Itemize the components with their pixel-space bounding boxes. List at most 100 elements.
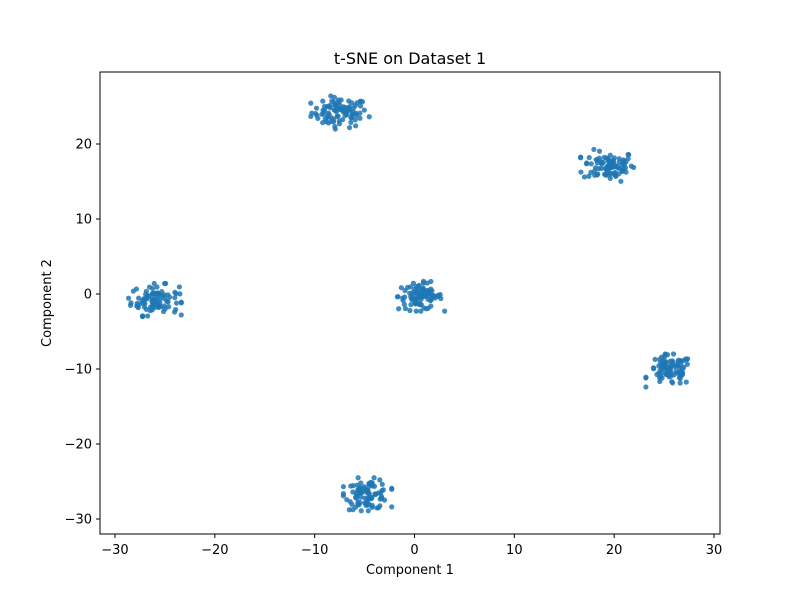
scatter-points — [125, 93, 691, 514]
scatter-point — [396, 306, 402, 312]
scatter-point — [428, 303, 434, 309]
scatter-point — [419, 286, 425, 292]
scatter-point — [154, 284, 160, 290]
scatter-point — [164, 298, 170, 304]
scatter-point — [625, 151, 631, 158]
scatter-point — [365, 508, 371, 514]
y-tick-label: 10 — [75, 213, 92, 228]
scatter-point — [586, 154, 592, 161]
scatter-point — [660, 358, 666, 364]
scatter-point — [400, 297, 406, 303]
scatter-point — [352, 117, 358, 123]
scatter-point — [420, 280, 427, 286]
scatter-point — [596, 155, 602, 161]
scatter-point — [588, 169, 594, 175]
scatter-point — [594, 160, 600, 166]
scatter-point — [413, 301, 419, 307]
scatter-point — [353, 123, 359, 129]
scatter-point — [427, 298, 434, 304]
scatter-point — [356, 501, 362, 508]
scatter-point — [340, 491, 347, 497]
scatter-point — [155, 300, 161, 306]
scatter-point — [348, 119, 354, 126]
scatter-point — [330, 119, 337, 125]
scatter-point — [346, 125, 353, 131]
scatter-point — [139, 298, 145, 304]
scatter-point — [371, 475, 377, 481]
scatter-point — [143, 288, 149, 294]
scatter-point — [389, 485, 395, 491]
scatter-point — [402, 287, 408, 294]
plot-frame — [99, 71, 721, 535]
scatter-point — [165, 292, 171, 298]
scatter-point — [354, 482, 360, 488]
scatter-point — [150, 285, 156, 292]
scatter-point — [423, 306, 429, 312]
scatter-point — [128, 300, 134, 306]
scatter-point — [371, 483, 378, 489]
scatter-point — [650, 365, 657, 371]
scatter-point — [361, 107, 367, 113]
scatter-point — [675, 357, 682, 363]
scatter-point — [161, 292, 167, 298]
scatter-point — [133, 286, 140, 292]
y-axis-ticks: −30 −20 −10 0 10 20 — [65, 138, 100, 528]
scatter-point — [145, 313, 151, 319]
x-axis-ticks: −30 −20 −10 0 10 20 30 — [101, 534, 722, 558]
scatter-point — [350, 489, 356, 495]
scatter-point — [178, 299, 184, 305]
x-tick-label: 10 — [506, 543, 523, 558]
scatter-point — [377, 496, 383, 502]
scatter-point — [669, 358, 675, 364]
scatter-point — [416, 301, 423, 307]
scatter-point — [163, 280, 169, 287]
scatter-point — [662, 352, 668, 358]
scatter-point — [134, 300, 140, 307]
scatter-point — [154, 295, 160, 301]
scatter-point — [352, 494, 359, 501]
scatter-point — [407, 307, 413, 314]
scatter-point — [613, 173, 619, 179]
scatter-point — [358, 494, 364, 500]
scatter-point — [418, 308, 424, 314]
scatter-point — [380, 487, 386, 493]
scatter-point — [684, 361, 690, 367]
y-tick-label: 0 — [84, 288, 92, 303]
x-tick-label: −30 — [101, 543, 128, 558]
scatter-point — [141, 304, 148, 310]
scatter-point — [176, 284, 182, 290]
scatter-point — [350, 483, 356, 489]
scatter-point — [328, 93, 334, 99]
scatter-point — [581, 174, 588, 180]
chart-title: t-SNE on Dataset 1 — [334, 49, 486, 68]
scatter-point — [677, 380, 683, 386]
scatter-point — [340, 484, 347, 490]
scatter-point — [628, 163, 634, 169]
scatter-point — [677, 375, 683, 382]
scatter-point — [336, 121, 343, 127]
scatter-point — [331, 107, 337, 113]
scatter-point — [398, 285, 404, 291]
scatter-point — [136, 295, 142, 301]
scatter-point — [588, 161, 594, 167]
y-tick-label: −10 — [65, 363, 92, 378]
x-tick-label: 0 — [410, 543, 418, 558]
scatter-point — [373, 491, 379, 497]
scatter-point — [584, 160, 590, 166]
scatter-point — [156, 304, 162, 310]
scatter-point — [669, 380, 676, 386]
y-tick-label: −30 — [65, 513, 92, 528]
scatter-point — [679, 369, 686, 376]
scatter-point — [308, 100, 314, 106]
scatter-point — [173, 300, 180, 306]
scatter-point — [369, 504, 375, 510]
scatter-point — [329, 98, 335, 104]
scatter-point — [377, 477, 383, 483]
scatter-point — [678, 362, 684, 368]
scatter-point — [664, 372, 670, 378]
scatter-point — [643, 384, 649, 390]
scatter-point — [442, 308, 448, 314]
scatter-point — [586, 173, 592, 179]
scatter-point — [394, 294, 400, 300]
x-tick-label: 30 — [706, 543, 723, 558]
